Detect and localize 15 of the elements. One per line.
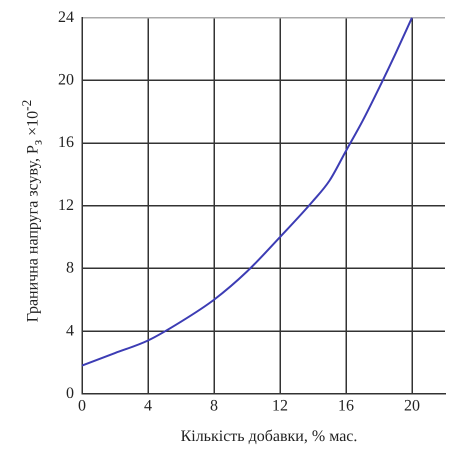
y-tick-label: 20 xyxy=(58,72,74,89)
x-axis-title: Кількість добавки, % мас. xyxy=(180,428,358,446)
x-tick-label: 8 xyxy=(210,398,218,415)
x-tick-label: 16 xyxy=(338,398,354,415)
x-tick-label: 0 xyxy=(78,398,86,415)
y-tick-label: 0 xyxy=(66,385,74,402)
line-series xyxy=(82,18,413,367)
x-tick-label: 12 xyxy=(272,398,288,415)
y-tick-label: 8 xyxy=(66,260,74,277)
y-tick-label: 24 xyxy=(58,8,74,26)
y-tick-label: 16 xyxy=(58,134,74,152)
x-tick-label: 20 xyxy=(404,398,420,415)
y-tick-label: 4 xyxy=(66,322,74,340)
x-tick-label: 4 xyxy=(144,398,152,415)
y-tick-label: 12 xyxy=(58,196,74,214)
